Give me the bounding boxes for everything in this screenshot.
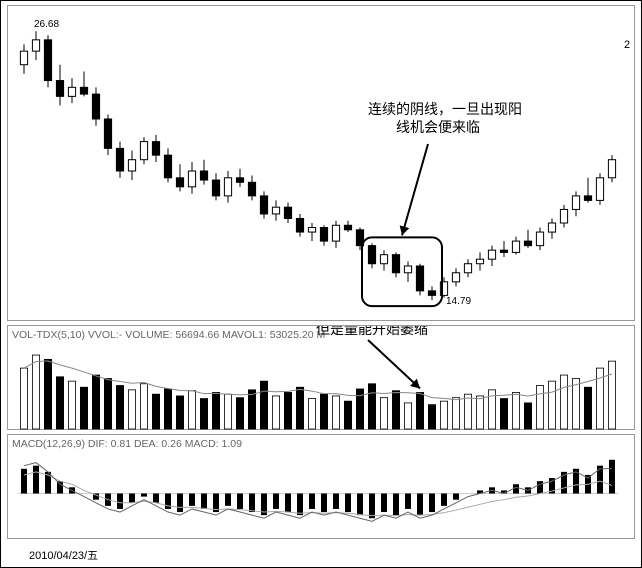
svg-text:2: 2 xyxy=(624,39,630,51)
svg-text:VOL-TDX(5,10) VVOL:- VOLUME: 5: VOL-TDX(5,10) VVOL:- VOLUME: 56694.66 MA… xyxy=(12,329,325,341)
svg-text:MACD(12,26,9) DIF: 0.81 DEA: 0: MACD(12,26,9) DIF: 0.81 DEA: 0.26 MACD: … xyxy=(12,438,242,450)
stock-chart-screenshot: 新和成(日线 前复权) 26.6814.792连续的阴线，一旦出现阳线机会便来临… xyxy=(0,0,642,568)
svg-text:但是量能开始萎缩: 但是量能开始萎缩 xyxy=(316,326,428,337)
svg-text:连续的阴线，一旦出现阳: 连续的阴线，一旦出现阳 xyxy=(368,101,522,117)
svg-text:26.68: 26.68 xyxy=(34,19,59,30)
volume-bar-panel: VOL-TDX(5,10) VVOL:- VOLUME: 56694.66 MA… xyxy=(7,325,635,430)
date-label: 2010/04/23/五 xyxy=(29,547,98,563)
svg-text:14.79: 14.79 xyxy=(446,296,471,307)
svg-text:线机会便来临: 线机会便来临 xyxy=(396,119,480,135)
macd-panel: MACD(12,26,9) DIF: 0.81 DEA: 0.26 MACD: … xyxy=(7,434,635,539)
price-candlestick-panel: 26.68 14.79 2 连续的阴线，一旦出现阳线机会便来临 xyxy=(7,5,635,321)
